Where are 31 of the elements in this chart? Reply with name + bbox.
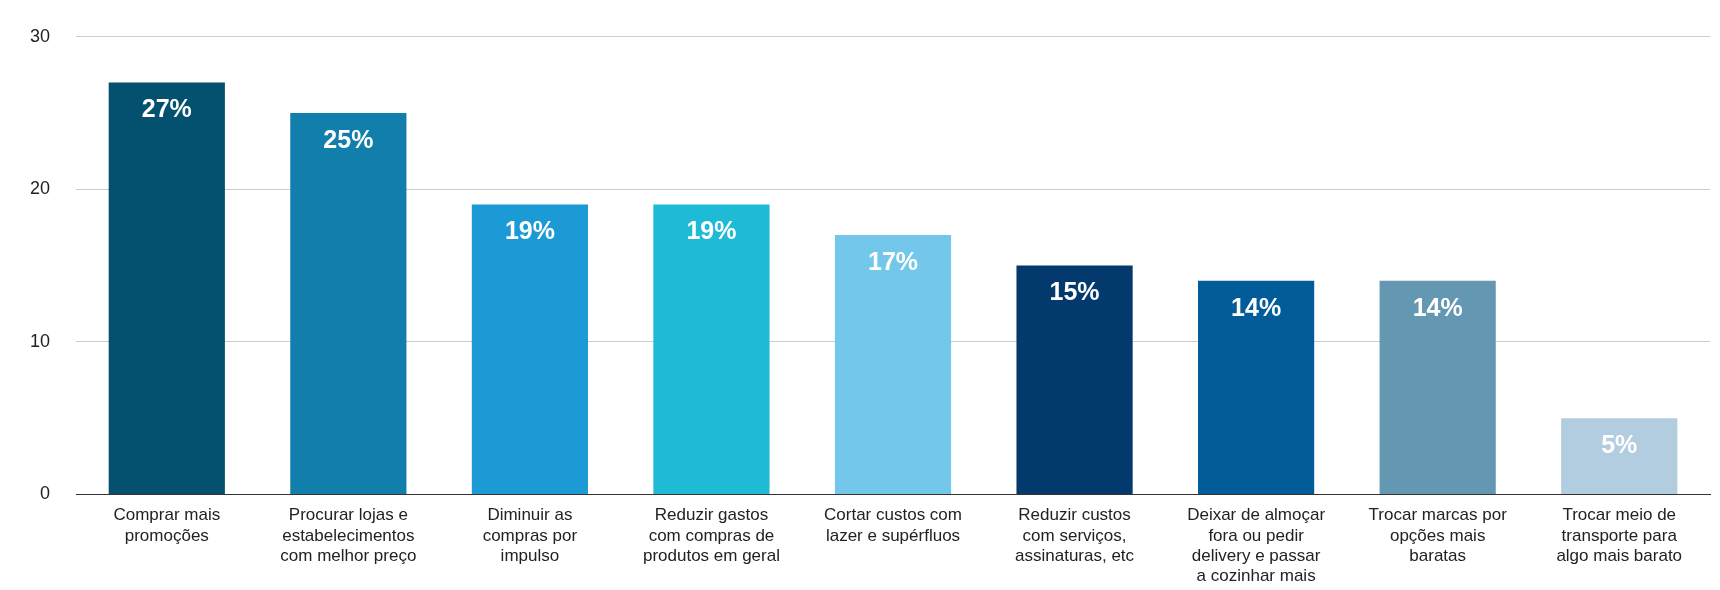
bar <box>290 113 407 494</box>
x-tick-label: Trocar marcas por opções mais baratas <box>1368 505 1508 566</box>
x-tick-label: Reduzir custos com serviços, assinaturas, etc <box>1015 505 1135 566</box>
y-tick-label: 0 <box>40 483 51 504</box>
x-tick-label: Deixar de almoçar fora ou pedir delivery e passar a cozinhar mais <box>1187 505 1326 586</box>
x-tick-label: Comprar mais promoções <box>113 505 221 545</box>
bar <box>1198 280 1315 494</box>
data-label: 14% <box>1412 292 1463 321</box>
data-label: 17% <box>867 246 919 275</box>
x-tick-label: Reduzir gastos com compras de produtos em geral <box>642 505 780 566</box>
y-tick-label: 30 <box>29 25 51 46</box>
bar <box>653 204 770 494</box>
x-tick-label: Cortar custos com lazer e supérfluos <box>824 505 962 545</box>
x-tick-label: Procurar lojas e estabelecimentos com melhor preço <box>280 505 417 566</box>
data-label: 5% <box>1601 430 1638 459</box>
y-tick-label: 20 <box>29 178 51 199</box>
bar <box>108 82 225 494</box>
data-label: 15% <box>1049 277 1100 306</box>
data-label: 27% <box>141 94 192 123</box>
data-label: 14% <box>1231 292 1282 321</box>
y-tick-label: 10 <box>29 330 51 351</box>
bar <box>834 235 952 494</box>
x-tick-label: Trocar meio de transporte para algo mais barato <box>1556 505 1683 566</box>
bar <box>1016 265 1133 494</box>
bar <box>1379 280 1496 494</box>
data-label: 25% <box>323 124 374 153</box>
bar <box>1561 418 1678 494</box>
x-tick-label: Diminuir as compras por impulso <box>482 505 578 566</box>
data-label: 19% <box>686 216 737 245</box>
data-label: 19% <box>504 216 555 245</box>
bar <box>471 204 588 494</box>
